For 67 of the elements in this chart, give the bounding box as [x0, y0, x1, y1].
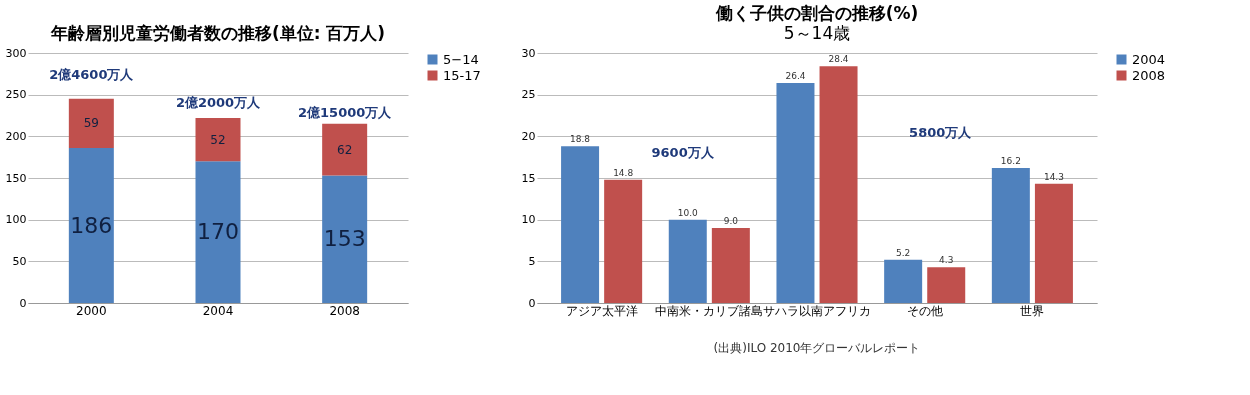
legend-label: 2004 — [1132, 51, 1166, 67]
annotation: 2億4600万人 — [49, 67, 135, 82]
y-tick-label: 250 — [5, 88, 27, 102]
x-tick-label: 2000 — [76, 303, 107, 318]
bar — [927, 267, 966, 303]
x-tick-label: 中南米・カリブ諸島 — [655, 303, 764, 318]
x-tick-label: 2008 — [329, 303, 360, 318]
data-label: 14.8 — [613, 167, 634, 178]
bar — [322, 175, 368, 303]
data-label: 14.3 — [1043, 171, 1064, 182]
y-tick-label: 15 — [521, 171, 536, 185]
bar — [561, 146, 600, 303]
bar — [711, 228, 750, 303]
y-tick-label: 20 — [521, 129, 536, 143]
annotation: 9600万人 — [651, 145, 715, 160]
y-tick-label: 10 — [521, 213, 536, 227]
y-tick-label: 0 — [19, 296, 27, 310]
x-tick-label: その他 — [906, 303, 943, 318]
data-label: 9.0 — [723, 216, 739, 226]
y-tick-label: 300 — [5, 46, 27, 60]
bar — [604, 179, 643, 303]
legend-label: 15-17 — [443, 67, 481, 83]
y-tick-label: 150 — [5, 171, 27, 185]
bar — [195, 161, 241, 303]
bar — [884, 259, 923, 303]
bar — [668, 219, 707, 303]
data-label: 16.2 — [1000, 156, 1021, 166]
data-label: 4.3 — [939, 255, 954, 266]
bar — [322, 123, 368, 176]
y-tick-label: 30 — [521, 46, 536, 60]
data-label: 153 — [323, 226, 366, 252]
bar — [68, 98, 114, 148]
bar — [195, 118, 241, 162]
chart-subtitle: 5～14歳 — [783, 23, 851, 43]
data-label: 5.2 — [895, 247, 911, 258]
data-label: 28.4 — [828, 54, 849, 65]
data-label: 170 — [197, 219, 239, 245]
annotation: 5800万人 — [909, 125, 973, 140]
y-tick-label: 100 — [5, 213, 27, 227]
data-label: 10.0 — [677, 207, 699, 218]
data-label: 62 — [337, 142, 353, 157]
annotation: 2億15000万人 — [298, 105, 393, 120]
text: (出典)ILO 2010年グローバルレポート — [713, 341, 921, 355]
y-tick-label: 50 — [12, 254, 27, 268]
x-tick-label: アジア太平洋 — [565, 303, 638, 318]
y-tick-label: 0 — [528, 296, 536, 310]
data-label: 18.8 — [570, 134, 591, 145]
y-tick-label: 200 — [5, 129, 27, 143]
legend-label: 2008 — [1132, 67, 1166, 83]
bar — [1034, 183, 1073, 303]
bar — [819, 66, 858, 303]
x-tick-label: 世界 — [1020, 303, 1045, 318]
y-tick-label: 5 — [528, 254, 536, 268]
bar — [991, 168, 1030, 303]
data-label: 186 — [70, 212, 113, 238]
chart-title: 働く子供の割合の推移(%) — [714, 3, 919, 23]
y-tick-label: 25 — [521, 88, 536, 102]
data-label: 59 — [83, 116, 99, 131]
data-label: 26.4 — [785, 71, 806, 81]
bar — [776, 83, 815, 303]
x-tick-label: 2004 — [202, 303, 234, 318]
chart-title: 年齢層別児童労働者数の推移(単位: 百万人) — [49, 23, 386, 43]
annotation: 2億2000万人 — [175, 95, 262, 110]
x-tick-label: サハラ以南アフリカ — [763, 303, 871, 318]
data-label: 52 — [210, 132, 226, 147]
bar — [68, 148, 114, 303]
legend-label: 5−14 — [443, 51, 479, 67]
